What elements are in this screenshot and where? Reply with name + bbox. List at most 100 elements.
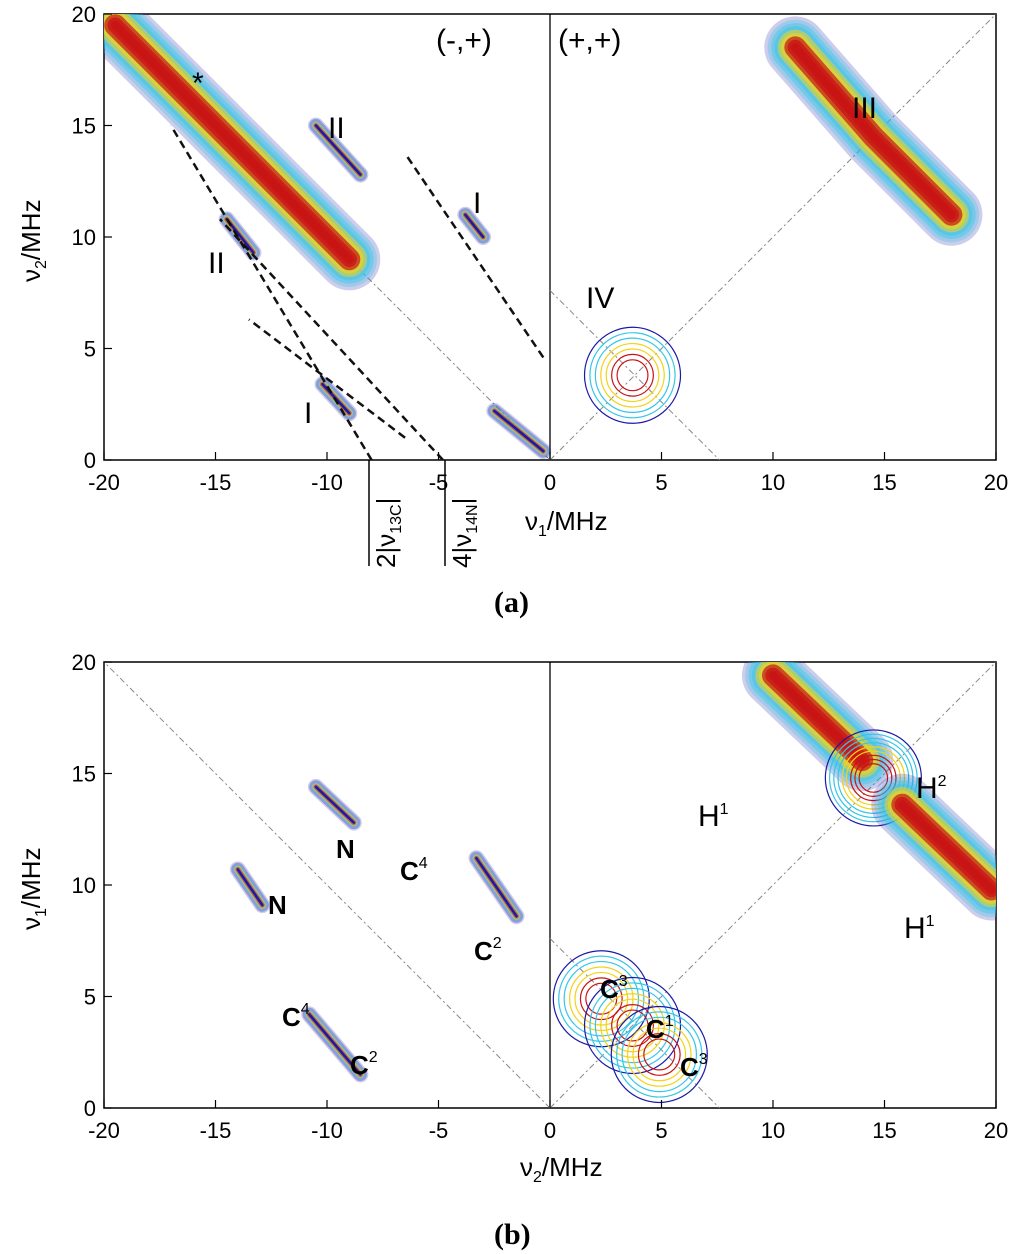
x-tick-label: -5 [429,470,449,495]
ridge-- [104,14,381,291]
contour-ring [611,353,654,397]
guide-line [406,156,545,359]
plot-area-a [104,14,996,460]
x-tick-label: -20 [88,470,120,495]
contour-core [307,1013,362,1076]
y-tick-label: 5 [84,985,96,1010]
contour-ring [845,750,901,806]
ridge-n [307,778,362,831]
peak-label-I-lower: I [304,397,312,430]
contour-ring [594,337,671,414]
y-axis-label-b: ν1/MHz [16,847,50,930]
y-axis-label-a: ν2/MHz [16,199,50,282]
peak-label-III: III [852,92,877,125]
quadrant-label-minus-plus: (-,+) [436,24,492,57]
contour-ring [600,993,665,1058]
contour-ring [585,982,618,1015]
contour-ring [563,960,640,1037]
ridge-c1 [583,976,682,1075]
peak-label-star: * [192,67,204,100]
contour-ring [637,1033,681,1076]
ridge-iv [583,326,682,424]
contour-core [314,785,356,824]
contour-ring [632,1027,687,1082]
y-tick-label: 20 [72,650,96,675]
contour-ring [824,729,922,827]
contour-ring [626,1022,692,1087]
y-tick-label: 0 [84,448,96,473]
x-tick-label: -15 [200,470,232,495]
peak-label-N-upper: N [336,834,355,864]
guide-line [219,218,444,460]
contour-ring [828,733,918,823]
contour-core [314,124,362,176]
peak-label-II-upper: II [328,112,345,145]
contour-ring [583,976,682,1075]
contour-ring [616,1011,703,1098]
contour-core [771,673,865,763]
contour-ring [621,1016,698,1093]
ridge-n [229,861,271,914]
contour-ring [616,1009,649,1042]
contour-core [113,23,352,262]
x-tick-label: 5 [655,470,667,495]
contour-ring [611,1004,654,1047]
contour-core [493,409,545,453]
ridge-c4-c2 [468,850,525,925]
panel-b: -20 -15 -10 -5 0 5 10 15 20 0 5 10 15 20 ν2/MHz ν1/MH… [16,650,1008,1251]
y-tick-label: 10 [72,225,96,250]
ridge-iii [764,16,983,246]
marker-label-14n: 4|ν14N| [447,498,481,568]
y-tick-label: 15 [72,762,96,787]
contour-ring [600,342,665,408]
x-tick-label: 15 [872,470,896,495]
contour-ring [589,982,676,1069]
contour-ring [616,359,649,392]
x-tick-label: 10 [761,470,785,495]
ticks-a: -20 -15 -10 -5 0 5 10 15 20 0 5 10 15 20 [72,2,1009,495]
contour-ring [837,742,910,814]
contour-ring [605,998,660,1053]
contour-ring [594,987,671,1064]
contour-ring [583,326,682,424]
contour-core [900,802,994,892]
x-axis-label-a: ν1/MHz [525,506,608,540]
contour-ring [850,754,897,802]
contour-core [475,856,518,918]
contour-ring [841,746,906,810]
y-tick-label: 10 [72,873,96,898]
anti-diagonal [549,290,720,460]
guide-line [248,318,406,439]
ridge-ii [307,117,369,183]
contour-core [464,213,485,239]
contour-ring [833,737,914,819]
ridge-low-frequency [486,402,552,460]
y-tick-label: 0 [84,1096,96,1121]
contour-core [236,868,264,907]
x-tick-label: -20 [88,1118,120,1143]
x-tick-label: -5 [429,1118,449,1143]
x-axis-label-b: ν2/MHz [520,1152,603,1186]
marker-label-13c: 2|ν13C| [371,498,405,568]
caption-b: (b) [494,1218,531,1251]
contour-ring [605,348,660,403]
contour-ring [610,1005,708,1104]
ridge-c3 [552,950,650,1048]
peak-label-IV: IV [586,282,614,315]
x-tick-label: -15 [200,1118,232,1143]
x-tick-label: 5 [655,1118,667,1143]
x-tick-label: 20 [984,470,1008,495]
x-tick-label: 15 [872,1118,896,1143]
contour-ring [558,955,645,1042]
peak-label-N-lower: N [268,890,287,920]
contour-core [793,45,954,217]
contour-ring [858,763,889,793]
x-tick-label: 10 [761,1118,785,1143]
contour-ring [643,1038,676,1071]
y-tick-label: 15 [72,114,96,139]
x-tick-label: -10 [311,470,343,495]
anti-diagonal [549,938,720,1108]
caption-a: (a) [494,586,529,619]
ridge-h2 [824,729,922,827]
